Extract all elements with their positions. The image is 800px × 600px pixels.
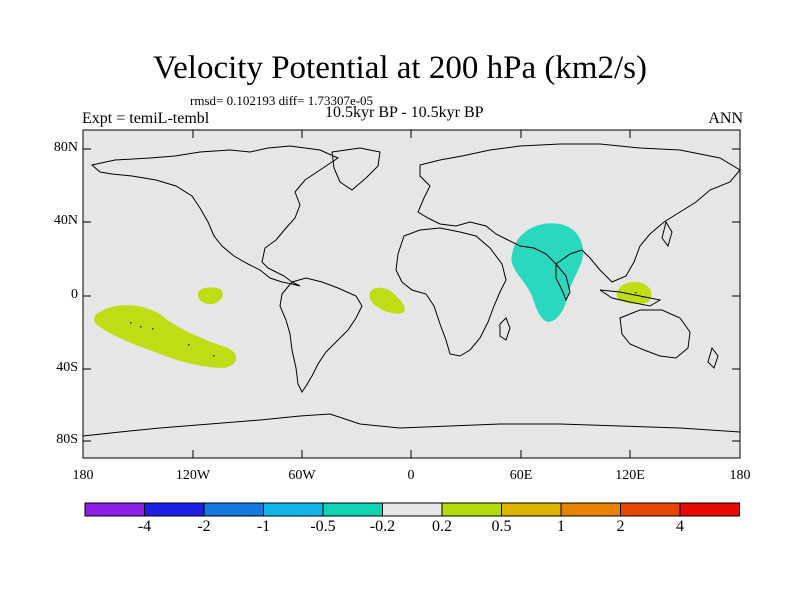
colorbar-box [203, 502, 264, 517]
lon-label-120e: 120E [615, 468, 645, 483]
stats-line: rmsd= 0.102193 diff= 1.73307e-05 [190, 93, 374, 108]
map-title: Velocity Potential at 200 hPa (km2/s) [152, 50, 648, 86]
season-label: ANN [708, 110, 743, 127]
australia-coast [619, 309, 691, 359]
colorbar-box [679, 502, 740, 517]
colorbar-box [382, 502, 443, 517]
lon-label-180e: 180 [729, 468, 751, 483]
colorbar-box [144, 502, 205, 517]
new-zealand-coast [707, 346, 719, 369]
japan-coast [661, 220, 673, 248]
lat-label-40s: 40S [56, 360, 78, 375]
colorbar-label: -2 [197, 518, 211, 535]
antarctica-coast [82, 413, 741, 437]
colorbar-label: 0.5 [491, 518, 512, 535]
axis-ticks [83, 130, 740, 458]
south-america-coast [279, 277, 363, 393]
coastlines [82, 143, 741, 437]
colorbar-box [263, 502, 324, 517]
lon-label-0: 0 [407, 468, 415, 483]
indonesia-coast [599, 289, 662, 307]
colorbar [84, 502, 740, 517]
colorbar-label: -1 [256, 518, 271, 535]
colorbar-label: 2 [616, 518, 625, 535]
colorbar-label: 4 [676, 518, 684, 535]
colorbar-label: -4 [137, 518, 152, 535]
africa-coast [395, 227, 507, 357]
lat-label-0: 0 [71, 287, 78, 302]
colorbar-box [501, 502, 562, 517]
madagascar-coast [499, 317, 511, 341]
colorbar-box [322, 502, 383, 517]
lon-label-60e: 60E [509, 468, 533, 483]
colorbar-box [560, 502, 621, 517]
greenland-coast [331, 147, 381, 191]
lat-label-80n: 80N [53, 140, 78, 155]
india-coast [555, 262, 571, 302]
colorbar-label: -0.2 [369, 518, 396, 535]
maritime-continent-positive-anomaly [616, 282, 652, 305]
period-label: 10.5kyr BP - 10.5kyr BP [325, 104, 484, 121]
colorbar-label: 0.2 [432, 518, 452, 535]
equatorial-atlantic-positive-anomaly [369, 287, 405, 314]
colorbar-box [620, 502, 681, 517]
lon-label-120w: 120W [175, 468, 211, 483]
colorbar-label: 1 [557, 518, 565, 535]
experiment-label: Expt = temiL-tembl [82, 110, 210, 127]
equatorial-pacific-positive-anomaly [197, 287, 223, 305]
lon-label-180w: 180 [72, 468, 94, 483]
colorbar-label: -0.5 [310, 518, 336, 535]
north-america-coast [90, 145, 340, 287]
lat-label-80s: 80S [56, 432, 78, 447]
south-pacific-positive-anomaly [94, 305, 237, 368]
lon-label-60w: 60W [288, 468, 316, 483]
colorbar-box [441, 502, 502, 517]
colorbar-box [84, 502, 145, 517]
eurasia-coast [417, 143, 741, 283]
lat-label-40n: 40N [53, 213, 78, 228]
